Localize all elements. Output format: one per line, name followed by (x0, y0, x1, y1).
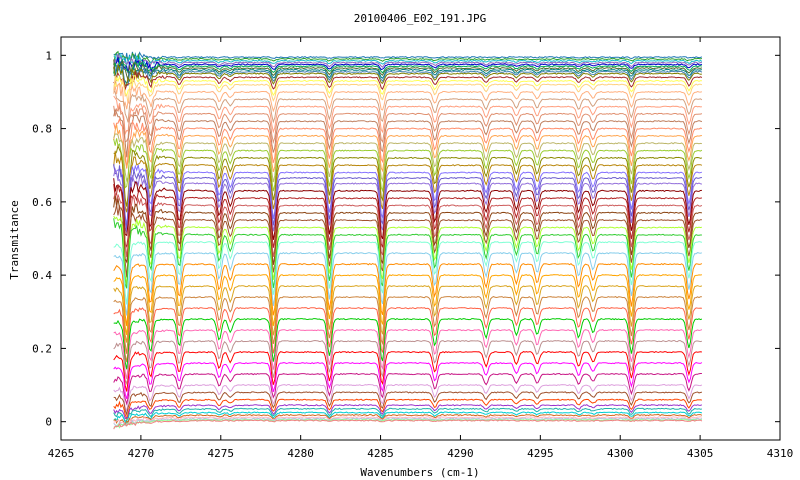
x-axis: 4265 4270 4275 4280 4285 4290 4295 4300 4305 4310 (48, 37, 794, 460)
x-tick-label: 4295 (527, 447, 554, 460)
series-line (113, 90, 703, 124)
series-group (113, 50, 703, 430)
series-line (113, 75, 702, 98)
x-axis-label: Wavenumbers (cm-1) (360, 466, 479, 479)
series-line (113, 57, 703, 74)
y-tick-label: 0.2 (32, 342, 52, 355)
series-line (113, 274, 702, 336)
series-line (113, 95, 702, 136)
series-line (113, 195, 702, 265)
series-line (113, 105, 703, 145)
series-line (113, 75, 703, 104)
series-line (113, 164, 703, 226)
series-line (113, 307, 702, 363)
x-tick-label: 4280 (287, 447, 314, 460)
x-tick-label: 4305 (687, 447, 714, 460)
chart-title: 20100406_E02_191.JPG (354, 12, 486, 25)
series-line (113, 285, 703, 343)
series-line (113, 138, 703, 193)
y-tick-label: 1 (45, 49, 52, 62)
x-tick-label: 4300 (607, 447, 634, 460)
y-tick-label: 0 (45, 416, 52, 429)
series-line (113, 167, 702, 233)
series-line (113, 192, 703, 258)
series-line (113, 407, 702, 423)
series-line (113, 318, 703, 370)
series-line (113, 52, 703, 67)
series-line (113, 117, 703, 169)
series-line (113, 411, 703, 426)
x-tick-label: 4270 (128, 447, 155, 460)
series-line (113, 144, 703, 207)
series-line (113, 419, 703, 430)
series-line (113, 108, 703, 158)
series-line (113, 71, 703, 92)
series-line (113, 63, 702, 87)
y-axis: 0 0.2 0.4 0.6 0.8 1 (32, 49, 780, 429)
series-line (113, 178, 702, 240)
series-line (113, 241, 703, 305)
series-line (113, 183, 702, 248)
x-tick-label: 4285 (367, 447, 394, 460)
series-line (113, 64, 702, 85)
x-tick-label: 4275 (208, 447, 235, 460)
series-line (113, 215, 703, 286)
series-line (113, 339, 703, 386)
series-line (113, 391, 703, 417)
series-line (113, 82, 702, 113)
y-tick-label: 0.6 (32, 196, 52, 209)
series-line (113, 416, 702, 427)
series-line (113, 150, 703, 213)
y-axis-label: Transmitance (8, 200, 21, 279)
series-line (113, 372, 702, 406)
y-tick-label: 0.8 (32, 123, 52, 136)
series-line (113, 59, 703, 81)
series-line (113, 64, 703, 86)
series-line (113, 350, 702, 392)
series-line (113, 398, 702, 421)
series-line (113, 218, 702, 289)
series-line (113, 296, 702, 354)
series-line (113, 50, 703, 66)
series-line (113, 413, 703, 426)
series-line (113, 58, 702, 74)
x-tick-label: 4265 (48, 447, 75, 460)
series-line (113, 404, 703, 420)
series-line (113, 204, 702, 278)
series-line (113, 51, 703, 64)
series-line (113, 133, 702, 183)
series-line (113, 124, 702, 173)
series-line (113, 262, 703, 327)
series-line (113, 163, 702, 230)
series-line (113, 328, 703, 380)
x-tick-label: 4290 (447, 447, 474, 460)
x-tick-label: 4310 (767, 447, 794, 460)
series-line (113, 383, 703, 414)
series-line (113, 251, 703, 316)
plot-frame (60, 36, 781, 441)
series-line (113, 361, 703, 400)
series-line (113, 417, 703, 427)
series-line (113, 53, 702, 70)
y-tick-label: 0.4 (32, 269, 52, 282)
